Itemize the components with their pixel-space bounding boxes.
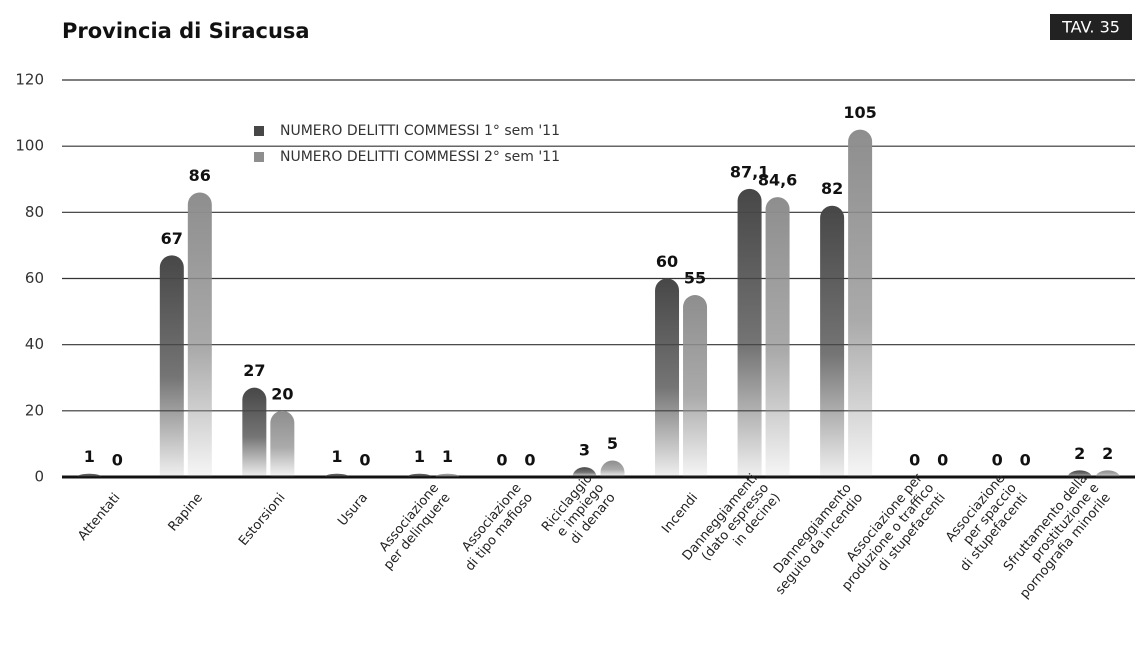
value-label: 82	[821, 179, 843, 198]
y-tick-label: 100	[15, 137, 44, 155]
x-tick-label: Attentati	[75, 490, 123, 543]
badge: TAV. 35	[1061, 18, 1120, 37]
value-label: 0	[937, 451, 948, 470]
bar	[77, 473, 102, 478]
bar	[159, 255, 184, 477]
x-tick-label: Riciclaggioe impiegodi denaro	[539, 471, 619, 554]
value-label: 1	[414, 447, 425, 466]
value-label: 87,1	[730, 162, 769, 181]
bar	[683, 295, 708, 477]
x-tick-label: Associazioneper delinquere	[369, 481, 453, 573]
bar	[407, 473, 432, 478]
bar	[765, 197, 790, 478]
value-label: 0	[112, 451, 123, 470]
x-tick-label: Rapine	[165, 490, 205, 534]
x-tick-label: Usura	[335, 490, 371, 529]
value-label: 105	[843, 103, 876, 122]
value-label: 2	[1102, 444, 1113, 463]
x-tick-line: Incendi	[659, 490, 701, 536]
bar	[187, 192, 212, 478]
legend-label: NUMERO DELITTI COMMESSI 2° sem '11	[280, 149, 560, 165]
value-label: 5	[607, 434, 618, 453]
x-tick-line: Usura	[335, 490, 371, 529]
bar	[572, 467, 597, 477]
value-label: 0	[359, 451, 370, 470]
x-tick-label: Incendi	[659, 490, 701, 536]
value-label: 0	[992, 451, 1003, 470]
bar	[435, 473, 460, 477]
value-label: 84,6	[758, 171, 797, 190]
bar	[655, 278, 680, 477]
x-tick-line: Rapine	[165, 490, 205, 534]
x-tick-line: Attentati	[75, 490, 123, 543]
value-label: 2	[1074, 444, 1085, 463]
bar	[848, 129, 873, 477]
value-label: 0	[1020, 451, 1031, 470]
value-label: 0	[524, 451, 535, 470]
y-tick-label: 20	[25, 401, 44, 419]
value-label: 60	[656, 252, 678, 271]
value-label: 3	[579, 441, 590, 460]
bar	[270, 410, 295, 477]
legend-label: NUMERO DELITTI COMMESSI 1° sem '11	[280, 123, 560, 139]
value-label: 67	[161, 229, 183, 248]
bar	[324, 473, 349, 478]
value-label: 0	[909, 451, 920, 470]
bar	[600, 460, 625, 477]
legend-swatch	[254, 152, 264, 162]
chart-title: Provincia di Siracusa	[62, 19, 310, 43]
value-label: 20	[271, 384, 293, 403]
y-tick-label: 120	[15, 71, 44, 89]
y-tick-label: 0	[34, 468, 44, 486]
value-label: 86	[189, 166, 211, 185]
value-label: 55	[684, 269, 706, 288]
value-label: 0	[496, 451, 507, 470]
x-tick-label: Danneggiamenti(dato espressoin decine)	[679, 471, 783, 583]
x-tick-label: Estorsioni	[236, 490, 288, 548]
bar	[737, 188, 762, 477]
badge-bg	[1050, 14, 1132, 40]
legend-swatch	[254, 126, 264, 136]
x-tick-line: Estorsioni	[236, 490, 288, 548]
value-label: 1	[442, 447, 453, 466]
value-label: 1	[84, 447, 95, 466]
y-tick-label: 40	[25, 335, 44, 353]
y-tick-label: 80	[25, 203, 44, 221]
value-label: 1	[331, 447, 342, 466]
bar	[1095, 470, 1120, 477]
bar	[242, 387, 267, 477]
x-tick-label: Associazionedi tipo mafioso	[451, 481, 536, 574]
bar	[1067, 470, 1092, 477]
value-label: 27	[243, 361, 265, 380]
bar	[820, 205, 845, 477]
y-tick-label: 60	[25, 269, 44, 287]
